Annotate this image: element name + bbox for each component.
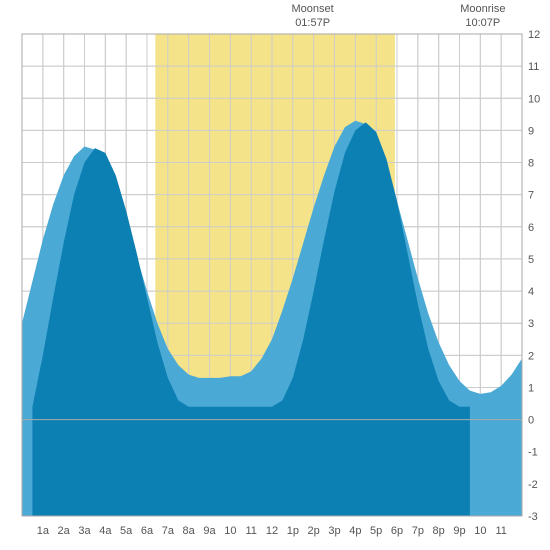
x-tick-label: 6p: [391, 525, 403, 537]
x-tick-label: 3p: [328, 525, 340, 537]
x-tick-label: 3a: [78, 525, 91, 537]
annotation-title: Moonrise: [453, 2, 513, 16]
y-tick-label: 3: [528, 318, 534, 330]
x-tick-label: 7a: [162, 525, 175, 537]
y-tick-label: 12: [528, 29, 540, 41]
x-tick-label: 9p: [453, 525, 465, 537]
x-tick-label: 11: [495, 525, 506, 537]
y-tick-label: 2: [528, 350, 534, 362]
x-tick-label: 6a: [141, 525, 154, 537]
x-tick-label: 10: [224, 525, 236, 537]
y-tick-label: 6: [528, 222, 534, 234]
x-tick-label: 11: [245, 525, 256, 537]
y-tick-label: -2: [528, 479, 538, 491]
x-tick-label: 5a: [120, 525, 133, 537]
x-tick-label: 7p: [412, 525, 424, 537]
x-tick-label: 2p: [308, 525, 320, 537]
tide-chart: -3-2-101234567891011121a2a3a4a5a6a7a8a9a…: [0, 0, 550, 550]
x-tick-label: 1a: [37, 525, 50, 537]
moonrise-annotation: Moonrise10:07P: [453, 2, 513, 31]
y-tick-label: 9: [528, 125, 534, 137]
y-tick-label: -3: [528, 511, 538, 523]
x-tick-label: 9a: [203, 525, 216, 537]
x-tick-label: 10: [474, 525, 486, 537]
y-tick-label: 10: [528, 93, 540, 105]
x-tick-label: 4p: [349, 525, 361, 537]
y-tick-label: 0: [528, 415, 534, 427]
x-tick-label: 1p: [287, 525, 299, 537]
x-tick-label: 4a: [99, 525, 112, 537]
x-tick-label: 12: [266, 525, 278, 537]
y-tick-label: 11: [528, 61, 539, 73]
x-tick-label: 2a: [58, 525, 71, 537]
annotation-title: Moonset: [283, 2, 343, 16]
y-tick-label: 7: [528, 190, 534, 202]
y-tick-label: 8: [528, 158, 534, 170]
x-tick-label: 8p: [433, 525, 445, 537]
annotation-time: 01:57P: [283, 16, 343, 30]
chart-svg: -3-2-101234567891011121a2a3a4a5a6a7a8a9a…: [0, 0, 550, 550]
y-tick-label: 4: [528, 286, 534, 298]
annotation-time: 10:07P: [453, 16, 513, 30]
x-tick-label: 5p: [370, 525, 382, 537]
x-tick-label: 8a: [183, 525, 196, 537]
y-tick-label: 5: [528, 254, 534, 266]
y-tick-label: 1: [528, 382, 534, 394]
moonset-annotation: Moonset01:57P: [283, 2, 343, 31]
y-tick-label: -1: [528, 447, 538, 459]
